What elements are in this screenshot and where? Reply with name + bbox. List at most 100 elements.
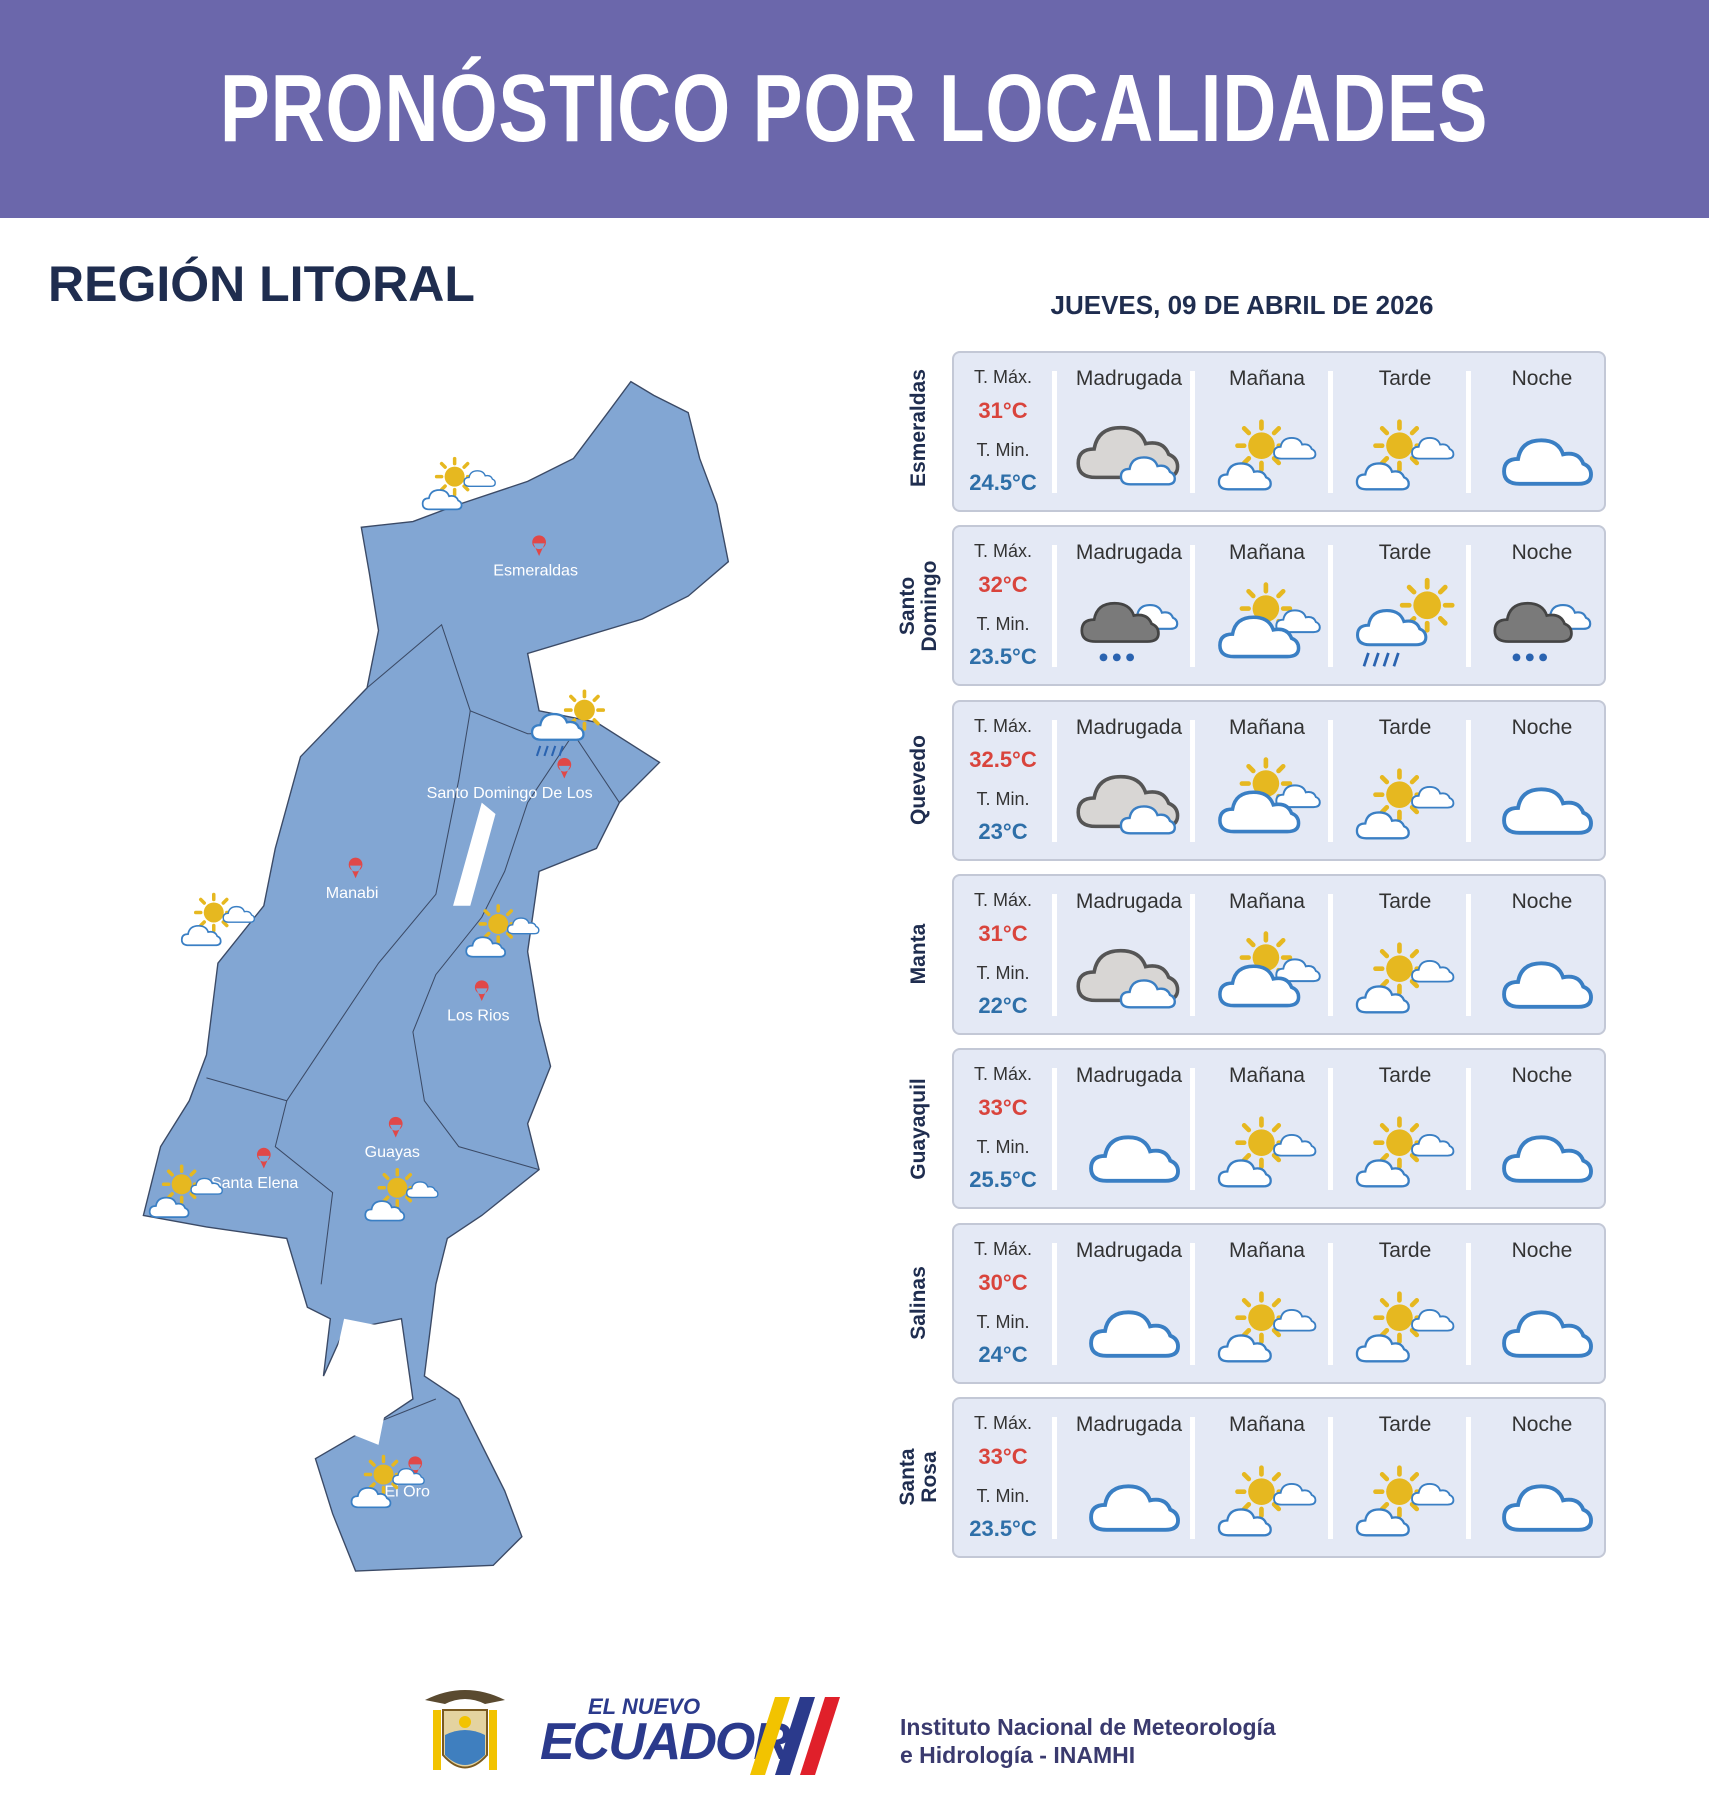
- icon-use: [1481, 1282, 1591, 1362]
- period-label: Tarde: [1378, 1064, 1432, 1088]
- forecast-row: Esmeraldas T. Máx. 31°C T. Min. 24.5°C Madrug…: [907, 351, 1606, 512]
- weather-icon: [1206, 1096, 1328, 1196]
- min-label: T. Min.: [976, 1311, 1030, 1332]
- weather-icon: [1344, 399, 1466, 499]
- forecast-date: JUEVES, 09 DE ABRIL DE 2026: [1050, 290, 1434, 320]
- institute-line1: Instituto Nacional de Meteorología: [900, 1714, 1276, 1740]
- city-name: Salinas: [907, 1266, 930, 1340]
- column-separator: [1466, 1068, 1471, 1191]
- map-shape: [142, 380, 730, 1572]
- period-label: Mañana: [1229, 1412, 1305, 1436]
- column-separator: [1190, 1242, 1195, 1365]
- min-temp: 23°C: [978, 818, 1028, 844]
- icon-use: [1357, 1119, 1453, 1187]
- map-group: Esmeraldas Santo Domingo De Los Manabi Los …: [142, 380, 730, 1572]
- city-name: Guayaquil: [907, 1077, 930, 1180]
- weather-icon: [1344, 922, 1466, 1022]
- weather-icon: [1206, 1271, 1328, 1371]
- weather-icon: [1344, 1445, 1466, 1545]
- map-label: Los Rios: [447, 1006, 509, 1024]
- city-label: Salinas: [907, 1228, 930, 1378]
- city-label: Guayaquil: [907, 1054, 930, 1204]
- icon-use: [1357, 1293, 1453, 1361]
- weather-icon: [1068, 399, 1190, 499]
- column-separator: [1328, 371, 1333, 493]
- min-temp: 23.5°C: [969, 1515, 1037, 1541]
- period-label: Noche: [1511, 1064, 1573, 1088]
- icon-use: [1219, 1293, 1315, 1361]
- period-label: Mañana: [1229, 715, 1305, 739]
- period-label: Tarde: [1378, 715, 1432, 739]
- column-separator: [1190, 371, 1195, 493]
- column-separator: [1328, 1242, 1333, 1365]
- period-label: Tarde: [1378, 541, 1432, 565]
- period-label: Madrugada: [1075, 1238, 1183, 1262]
- column-separator: [1052, 1416, 1057, 1539]
- max-temp: 31°C: [978, 398, 1028, 423]
- icon-use: [1220, 585, 1320, 657]
- map-label: Santa Elena: [211, 1174, 299, 1192]
- period-label: Noche: [1511, 541, 1573, 565]
- map-label: Guayas: [365, 1143, 420, 1161]
- icon-use: [1357, 1468, 1453, 1536]
- column-separator: [1328, 1416, 1333, 1539]
- icon-use: [1068, 1456, 1178, 1536]
- period-label: Madrugada: [1075, 541, 1183, 565]
- min-label: T. Min.: [976, 440, 1030, 460]
- min-label: T. Min.: [976, 1485, 1030, 1506]
- column-separator: [1190, 893, 1195, 1016]
- icon-use: [1481, 759, 1591, 839]
- city-name: Santa Rosa: [896, 1448, 941, 1506]
- city-label: Santo Domingo: [896, 531, 941, 681]
- city-name: Manta: [907, 924, 930, 985]
- period-label: Noche: [1511, 715, 1573, 739]
- column-separator: [1052, 1068, 1057, 1191]
- temp-column: T. Máx. 33°C T. Min. 23.5°C: [954, 1399, 1052, 1556]
- header-title: PRONÓSTICO POR LOCALIDADES: [0, 0, 1709, 218]
- weather-icon: [1481, 399, 1603, 499]
- period-label: Noche: [1511, 1412, 1573, 1436]
- period-label: Madrugada: [1075, 889, 1183, 913]
- column-separator: [1052, 719, 1057, 842]
- weather-icon: [1068, 1445, 1190, 1545]
- column-separator: [1190, 1068, 1195, 1191]
- icon-use: [1357, 770, 1453, 838]
- map-label: Manabi: [326, 884, 379, 902]
- min-temp: 24°C: [978, 1341, 1028, 1367]
- weather-icon: [1344, 748, 1466, 848]
- city-label: Manta: [907, 879, 930, 1029]
- column-separator: [1190, 719, 1195, 842]
- icon-use: [1481, 1107, 1591, 1187]
- max-temp: 32°C: [978, 572, 1028, 598]
- weather-icon: [1206, 573, 1328, 673]
- max-label: T. Máx.: [973, 1412, 1032, 1433]
- weather-icon: [1481, 922, 1603, 1022]
- icon-use: [1068, 1107, 1178, 1187]
- map-pin: [532, 535, 546, 556]
- forecast-row: Manta T. Máx. 31°C T. Min. 22°C Madrugada Maña…: [907, 873, 1606, 1035]
- column-separator: [1052, 1242, 1057, 1365]
- icon-use: [1357, 945, 1453, 1013]
- temp-column: T. Máx. 33°C T. Min. 25.5°C: [954, 1050, 1052, 1207]
- min-temp: 23.5°C: [969, 644, 1037, 670]
- weather-icon: [1481, 1271, 1603, 1371]
- period-label: Madrugada: [1075, 1412, 1183, 1436]
- period-label: Noche: [1511, 889, 1573, 913]
- weather-icon: [1344, 1096, 1466, 1196]
- forecast-row: Guayaquil T. Máx. 33°C T. Min. 25.5°C Madruga…: [907, 1048, 1606, 1210]
- column-separator: [1466, 1242, 1471, 1365]
- city-label: Santa Rosa: [896, 1402, 941, 1552]
- temp-column: T. Máx. 31°C T. Min. 24.5°C: [954, 353, 1052, 510]
- map-pin: [256, 1147, 271, 1169]
- brand-stripes: [750, 1697, 840, 1775]
- weather-icon: [1068, 573, 1190, 673]
- forecast-row: Quevedo T. Máx. 32.5°C T. Min. 23°C Madrugada…: [907, 699, 1606, 861]
- icon-use: [1481, 1456, 1591, 1536]
- brand-name: ECUADOR: [540, 1713, 791, 1771]
- icon-use: [1220, 934, 1320, 1006]
- icon-use: [1078, 776, 1177, 833]
- temp-column: T. Máx. 32.5°C T. Min. 23°C: [954, 702, 1052, 859]
- min-temp: 22°C: [978, 992, 1028, 1018]
- map-pin: [557, 757, 572, 779]
